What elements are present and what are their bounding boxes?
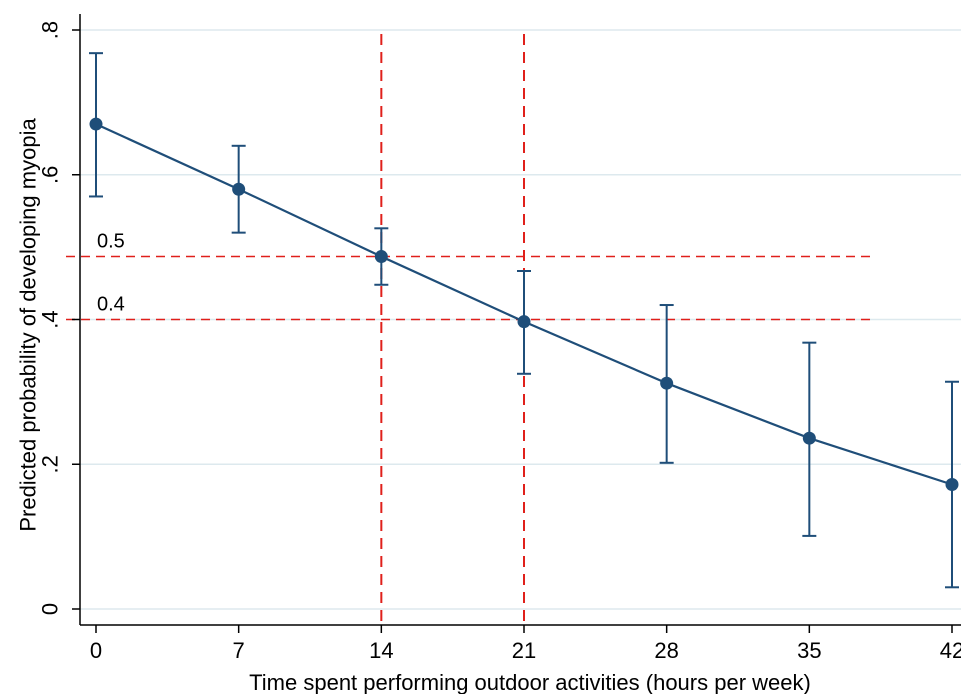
x-tick-label: 42	[940, 638, 961, 663]
y-tick-label: .6	[38, 166, 63, 184]
data-point	[517, 315, 531, 329]
series	[89, 52, 959, 589]
data-point	[945, 478, 959, 492]
reference-line-label: 0.4	[97, 294, 125, 316]
reference-lines: 0.5 0.4	[66, 34, 871, 625]
y-axis-title: Predicted probability of developing myop…	[16, 118, 41, 532]
x-tick-label: 35	[797, 638, 821, 663]
x-tick-label: 28	[654, 638, 678, 663]
x-tick-label: 0	[90, 638, 102, 663]
y-tick-label: 0	[38, 603, 63, 615]
data-point	[802, 431, 816, 445]
axis-ticks: 0 .2 .4 .6 .8 0 7 14 21 28 35 42	[38, 21, 961, 663]
data-point	[232, 182, 246, 196]
data-point	[374, 250, 388, 264]
data-point	[660, 376, 674, 390]
x-tick-label: 14	[369, 638, 393, 663]
x-tick-label: 7	[233, 638, 245, 663]
y-tick-label: .2	[38, 455, 63, 473]
data-point	[89, 117, 103, 131]
x-axis-title: Time spent performing outdoor activities…	[249, 670, 811, 694]
reference-line-label: 0.5	[97, 231, 125, 253]
y-tick-label: .8	[38, 21, 63, 39]
x-tick-label: 21	[512, 638, 536, 663]
y-tick-label: .4	[38, 310, 63, 328]
